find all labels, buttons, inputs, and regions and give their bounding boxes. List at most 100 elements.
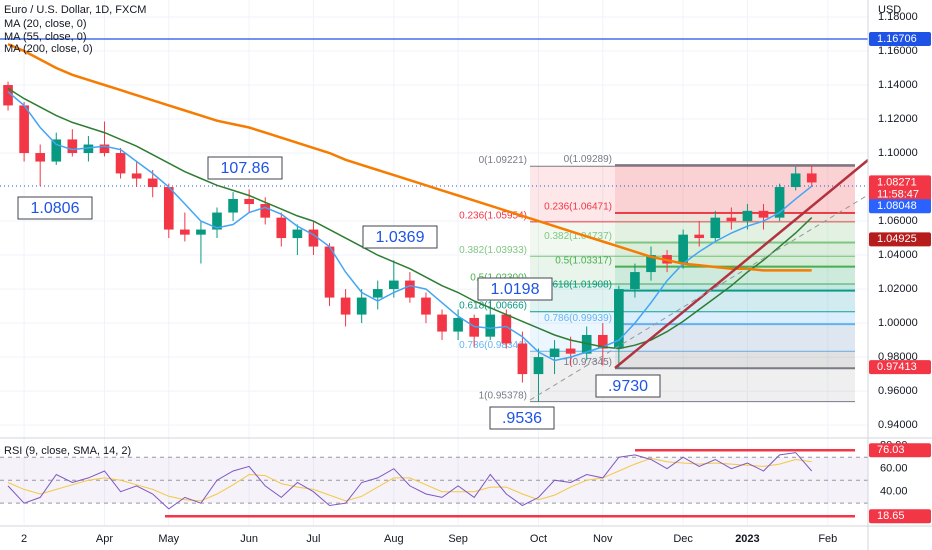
candle-body	[276, 217, 287, 239]
fib-zone	[615, 290, 855, 325]
candle-body	[372, 289, 383, 298]
trend-line-dashed	[529, 194, 869, 401]
candle-body	[388, 280, 399, 290]
annotation: 1.0806	[31, 200, 80, 217]
candle-body	[469, 317, 480, 337]
price-box	[869, 175, 931, 203]
annotation: 1.0198	[491, 281, 540, 298]
rsi-line	[7, 452, 813, 510]
price-box-label: 1.16706	[877, 33, 917, 45]
fib-zone	[615, 213, 855, 243]
y-tick-label: 1.00000	[878, 317, 918, 329]
candle-body	[517, 343, 528, 375]
fib-label: 0.786(0.99939)	[544, 313, 612, 324]
fib-label: 0.618(1.01908)	[544, 279, 612, 290]
x-tick-label: Oct	[530, 533, 547, 545]
rsi-line	[7, 457, 812, 502]
candle-body	[3, 85, 13, 106]
axes: 1.18000 1.16000 1.14000 1.12000 1.10000 1.060…	[21, 11, 931, 545]
candle-body	[99, 144, 110, 154]
y-tick-label: 1.12000	[878, 113, 918, 125]
annotation: 1.0369	[376, 229, 425, 246]
candle-body	[758, 210, 769, 218]
annotation: .9536	[502, 410, 542, 427]
countdown: 11:58:47	[877, 188, 919, 200]
price-box	[869, 199, 931, 214]
candle-body	[565, 348, 576, 354]
fib-label: 0.236(1.06471)	[544, 202, 612, 213]
candle-body	[549, 348, 560, 358]
fib-label: 1(0.95378)	[479, 390, 527, 401]
y-tick-label: 0.98000	[878, 351, 918, 363]
x-tick-label: Jun	[240, 533, 258, 545]
candle-body	[421, 297, 431, 315]
x-tick-label: Apr	[96, 533, 113, 545]
candle-body	[83, 144, 94, 154]
rsi-tick-label: 60.00	[880, 463, 908, 475]
ma-line	[7, 91, 813, 362]
candle-body	[324, 246, 335, 298]
chart-title: Euro / U.S. Dollar, 1D, FXCM	[4, 4, 146, 16]
annotation: 107.86	[221, 160, 270, 177]
candle-body	[163, 187, 174, 230]
candle-body	[292, 229, 303, 239]
candle-body	[228, 198, 238, 213]
legend-entry: MA (55, close, 0)	[4, 31, 87, 43]
x-tick-label: Feb	[818, 533, 837, 545]
x-tick-label: May	[158, 533, 179, 545]
candle-body	[356, 297, 367, 315]
y-tick-label: 0.94000	[878, 419, 918, 431]
candle-body	[437, 314, 447, 332]
price-box	[869, 443, 931, 458]
candle-body	[710, 217, 721, 239]
candle-body	[212, 212, 222, 230]
candle-body	[806, 173, 817, 183]
annotation-box	[207, 156, 283, 180]
annotation-box	[477, 277, 553, 301]
price-box-label: 1.08271	[877, 176, 917, 188]
annotation-box	[17, 196, 93, 220]
candle-body	[646, 255, 656, 273]
price-box-label: 76.03	[877, 444, 905, 456]
candle-body	[533, 357, 544, 375]
fib-zone	[615, 324, 855, 369]
price-box	[869, 509, 931, 524]
fib-zone	[530, 283, 855, 312]
candle-body	[678, 234, 688, 264]
candle-body	[630, 272, 640, 290]
price-box-label: 18.65	[877, 510, 905, 522]
price-box-label: 0.97413	[877, 361, 917, 373]
candle-body	[131, 173, 142, 179]
annotation-box	[489, 406, 555, 430]
candle-body	[790, 173, 801, 188]
fib-label: 0.786(0.98341)	[459, 340, 527, 351]
annotation-box	[362, 225, 438, 249]
fib-label: 0.618(1.00666)	[459, 300, 527, 311]
rsi-title: RSI (9, close, SMA, 14, 2)	[4, 445, 131, 457]
candle-body	[51, 139, 62, 162]
candle-body	[581, 334, 592, 354]
candle-body	[35, 153, 46, 162]
annotation: .9730	[608, 378, 648, 395]
y-tick-label: 1.06000	[878, 215, 918, 227]
marks	[3, 43, 855, 518]
ma-line	[7, 87, 813, 350]
x-tick-label: Nov	[593, 533, 613, 545]
legend-entry: MA (20, close, 0)	[4, 18, 87, 30]
fib-label: 0.5(1.03317)	[555, 255, 612, 266]
candle-body	[260, 204, 271, 218]
fib-label: 0.236(1.05954)	[459, 210, 527, 221]
x-tick-label: Dec	[673, 533, 693, 545]
y-tick-label: 1.18000	[878, 11, 918, 23]
x-tick-label: Sep	[448, 533, 468, 545]
rsi-tick-label: 40.00	[880, 486, 908, 498]
candle-body	[726, 217, 737, 222]
fib-label: 0(1.09289)	[564, 154, 612, 165]
y-tick-label: 1.14000	[878, 79, 918, 91]
candle-body	[405, 280, 415, 298]
candle-body	[501, 314, 512, 344]
annotation-box	[595, 374, 661, 398]
candle-body	[115, 153, 126, 174]
candle-body	[485, 314, 496, 337]
trend-line	[614, 159, 869, 369]
